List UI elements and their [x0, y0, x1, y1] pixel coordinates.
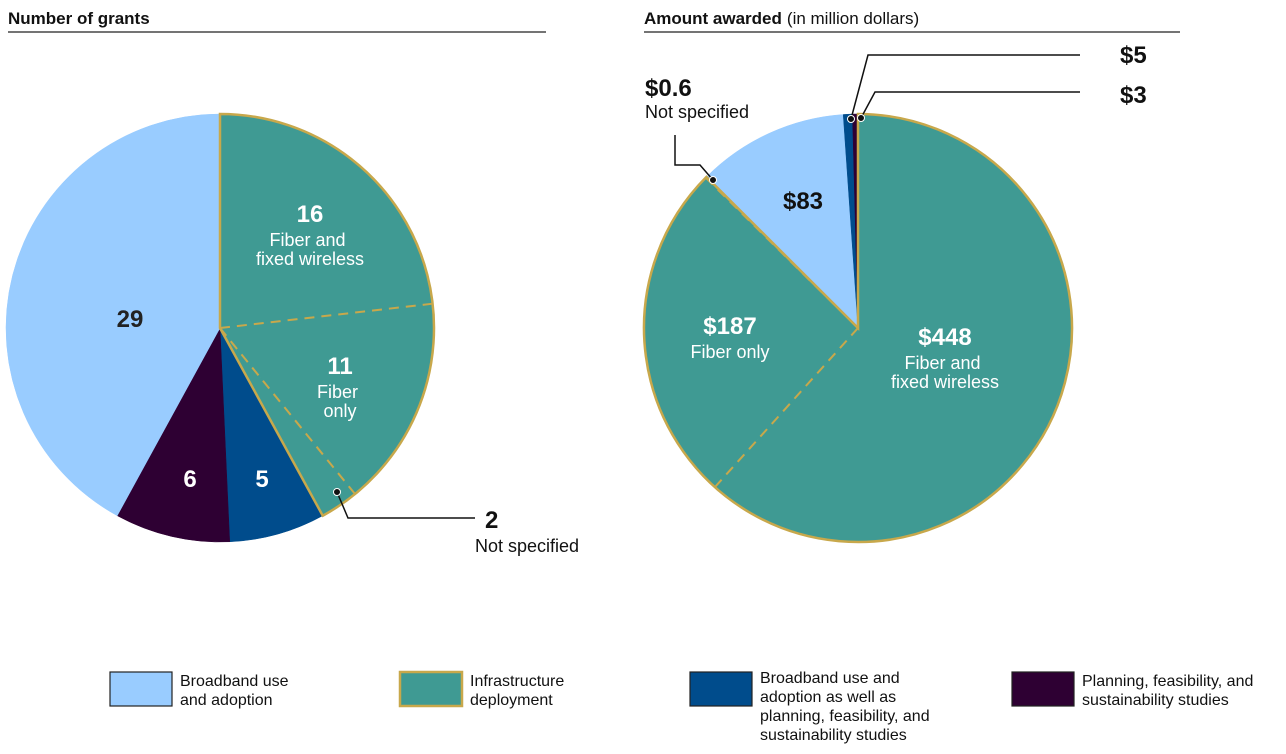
data-label: 6 [183, 466, 196, 493]
legend-label: Planning, feasibility, and sustainabilit… [1082, 673, 1258, 709]
category-label: Fiber only [690, 342, 769, 362]
leader-line [860, 91, 1080, 119]
data-label: $3 [1120, 82, 1147, 109]
legend-swatch [1011, 671, 1075, 707]
leader-dot [709, 176, 717, 184]
data-label: 2 [485, 507, 498, 534]
sub-divider [704, 176, 859, 329]
category-label: Fiber and fixed wireless [891, 353, 999, 392]
category-label: Fiber only [317, 382, 363, 421]
legend-label: Broadband use and adoption [180, 673, 293, 709]
leader-dot [857, 114, 865, 122]
category-label: Not specified [475, 536, 579, 556]
legend-swatch [689, 671, 753, 707]
data-label: 11 [327, 353, 352, 380]
title: Amount awarded [644, 9, 782, 28]
pie-slice [706, 114, 859, 329]
sub-divider [219, 302, 433, 329]
group-outline [642, 112, 1074, 544]
data-label: $187 [703, 313, 756, 340]
sub-divider [714, 327, 859, 488]
data-label: 29 [117, 306, 144, 333]
leader-dot [333, 488, 341, 496]
leader-line [850, 54, 1080, 120]
legend-swatch [398, 670, 464, 708]
category-label: Fiber and fixed wireless [256, 230, 364, 269]
legend-label: Broadband use and adoption as well as pl… [760, 670, 934, 744]
data-label: $83 [783, 188, 823, 215]
chart-title: Number of grants [8, 9, 150, 28]
pie-slice [116, 327, 231, 543]
data-label: $0.6 [645, 75, 692, 102]
legend-swatch [109, 671, 173, 707]
data-label: $448 [918, 324, 971, 351]
leader-dot [847, 115, 855, 123]
pie-slice [219, 113, 433, 329]
group-outline [218, 112, 436, 518]
leader-line [674, 135, 714, 181]
leader-line [336, 491, 475, 519]
data-label: 5 [255, 466, 268, 493]
pie-slice [5, 113, 221, 517]
data-label: $5 [1120, 42, 1147, 69]
sub-divider [219, 327, 356, 495]
chart-title: Amount awarded (in million dollars) [644, 9, 919, 28]
category-label: Not specified [645, 102, 749, 122]
legend-label: Infrastructure deployment [470, 673, 569, 709]
subtitle: (in million dollars) [787, 9, 919, 28]
data-label: 16 [297, 201, 324, 228]
